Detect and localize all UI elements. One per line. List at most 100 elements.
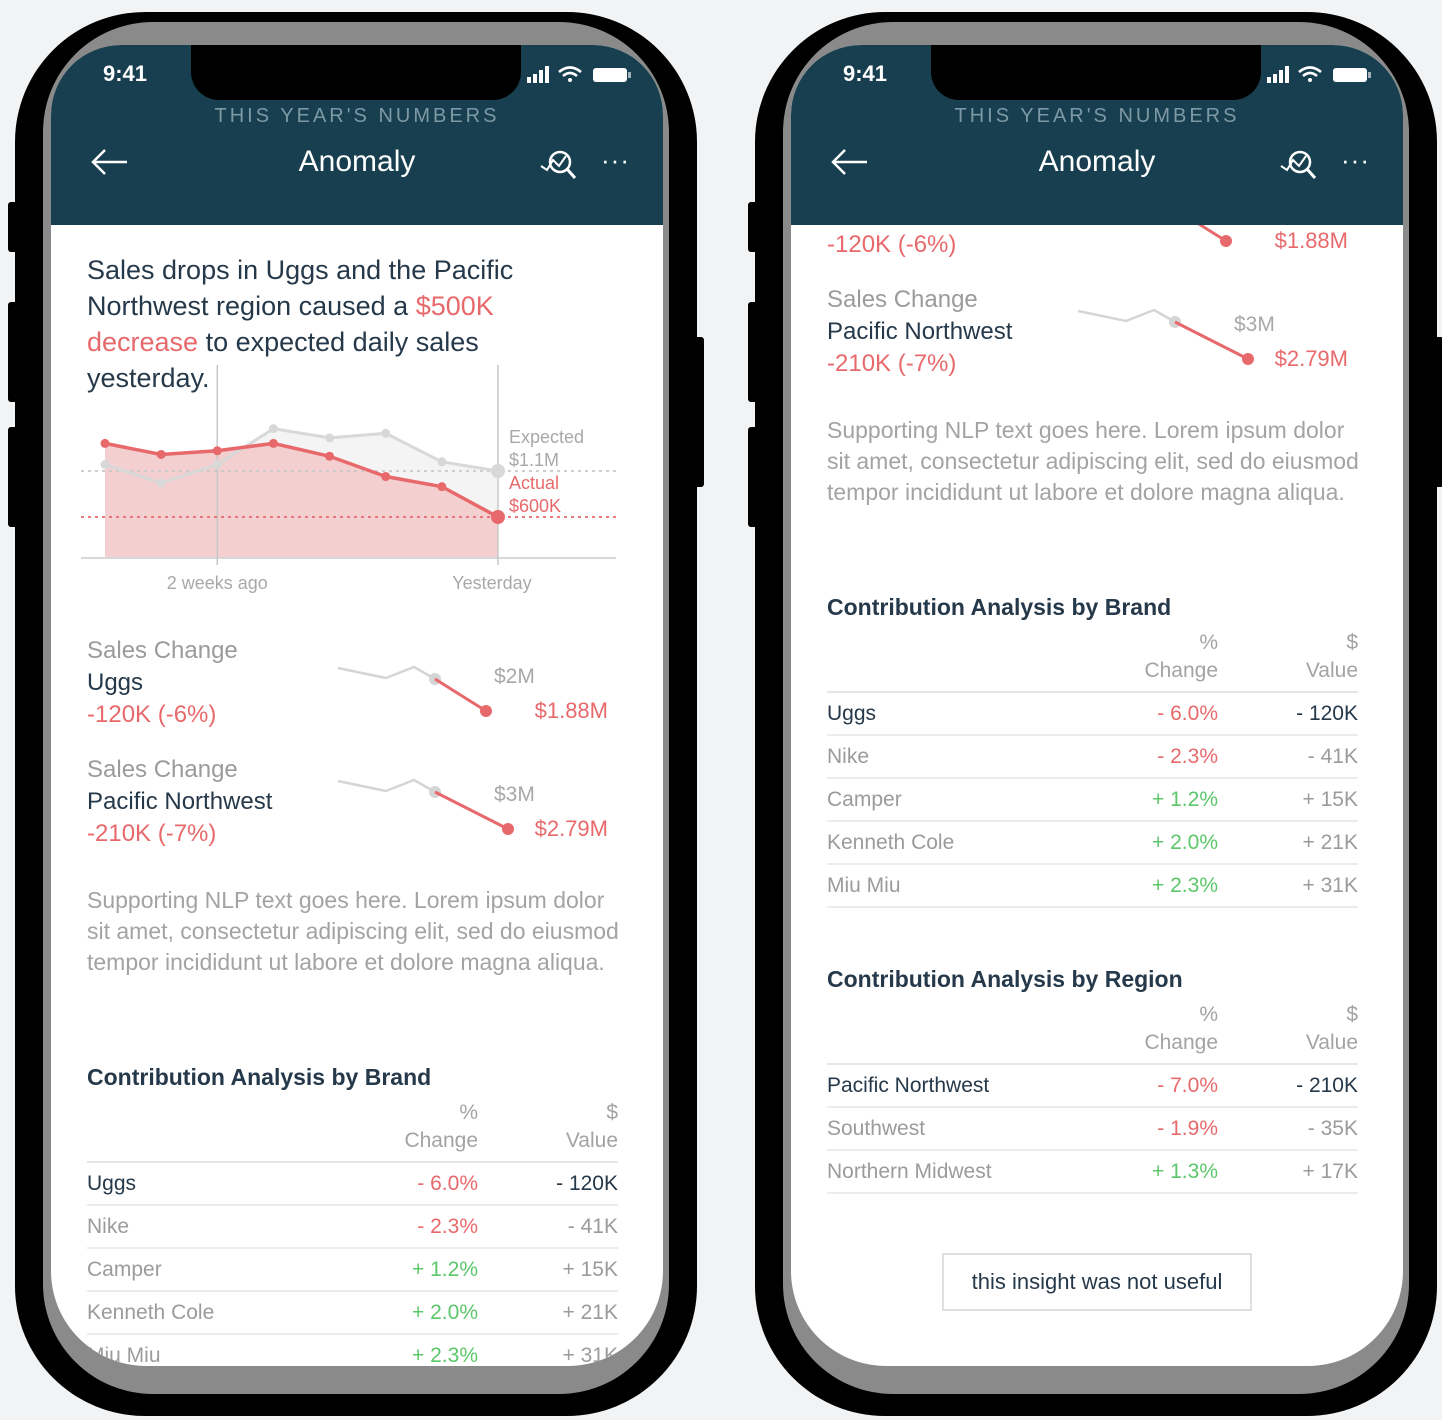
sparkline-actual bbox=[434, 677, 487, 713]
cell-change: + 2.3% bbox=[1152, 874, 1218, 897]
nlp-text: Supporting NLP text goes here. Lorem ips… bbox=[827, 417, 1359, 505]
column-header: Value bbox=[565, 1129, 618, 1152]
cell-change: - 7.0% bbox=[1157, 1074, 1218, 1097]
sparkline-expected bbox=[337, 778, 436, 794]
cell-change: - 6.0% bbox=[1157, 702, 1218, 725]
cell-name: Southwest bbox=[827, 1117, 926, 1140]
table-row: Northern Midwest + 1.3% + 17K bbox=[827, 1151, 1358, 1194]
cell-value: - 120K bbox=[1296, 702, 1358, 725]
nlp-text: Supporting NLP text goes here. Lorem ips… bbox=[87, 887, 619, 975]
actual-point bbox=[325, 451, 335, 461]
cell-value: + 15K bbox=[562, 1258, 618, 1281]
change-label: Sales Change bbox=[827, 286, 978, 313]
sparkline-point bbox=[480, 705, 492, 717]
sales-change-region: Sales Change Pacific Northwest -210K (-7… bbox=[87, 754, 272, 850]
column-header: Change bbox=[1144, 659, 1218, 682]
sparkline-uggs: $2M $1.88M bbox=[337, 665, 608, 723]
table-row: Nike - 2.3% - 41K bbox=[87, 1206, 618, 1249]
cell-name: Northern Midwest bbox=[827, 1160, 992, 1183]
cell-change: + 1.2% bbox=[1152, 788, 1218, 811]
screen: 9:41 THIS YEAR'S NUMBERS Anomaly ··· -12… bbox=[791, 45, 1403, 1366]
scroll-content[interactable]: Sales drops in Uggs and the Pacific Nort… bbox=[51, 225, 663, 1366]
cell-change: + 2.0% bbox=[1152, 831, 1218, 854]
app-header: 9:41 THIS YEAR'S NUMBERS Anomaly ··· bbox=[791, 45, 1403, 225]
column-header: Value bbox=[1305, 1031, 1358, 1054]
table-row: Camper + 1.2% + 15K bbox=[827, 779, 1358, 822]
side-button bbox=[8, 302, 18, 402]
cell-change: - 1.9% bbox=[1157, 1117, 1218, 1140]
sales-change-uggs: -120K (-6%) bbox=[827, 229, 956, 261]
cell-name: Miu Miu bbox=[87, 1344, 161, 1366]
notch bbox=[191, 45, 521, 100]
column-header: % bbox=[1199, 631, 1218, 654]
actual-point bbox=[100, 438, 110, 448]
more-button[interactable]: ··· bbox=[1341, 145, 1370, 175]
battery-icon bbox=[1333, 68, 1371, 82]
more-button[interactable]: ··· bbox=[601, 145, 630, 175]
table-row: Pacific Northwest - 7.0% - 210K bbox=[827, 1065, 1358, 1108]
arrow-left-icon[interactable] bbox=[89, 147, 129, 177]
cell-value: - 120K bbox=[556, 1172, 618, 1195]
sparkline-expected bbox=[1077, 308, 1176, 324]
sales-change-uggs: Sales Change Uggs -120K (-6%) bbox=[87, 635, 238, 731]
cell-name: Miu Miu bbox=[827, 874, 901, 897]
actual-point bbox=[212, 446, 222, 456]
table-row: Miu Miu + 2.3% + 31K bbox=[87, 1335, 618, 1366]
expected-point bbox=[325, 433, 335, 443]
change-delta: -120K (-6%) bbox=[827, 231, 957, 258]
change-delta: -210K (-7%) bbox=[827, 350, 957, 377]
region-table: % Change $ Value Pacific Northwest - 7.0%… bbox=[827, 1001, 1358, 1194]
notch bbox=[931, 45, 1261, 100]
headline-text: Sales drops in Uggs and the Pacific Nort… bbox=[87, 255, 514, 321]
status-time: 9:41 bbox=[843, 61, 888, 86]
cell-value: + 31K bbox=[1302, 874, 1358, 897]
column-header: % bbox=[459, 1101, 478, 1124]
phone-mockup-2: 9:41 THIS YEAR'S NUMBERS Anomaly ··· -12… bbox=[748, 12, 1442, 1416]
sparkline-actual-value: $2.79M bbox=[535, 816, 608, 841]
table-row: Camper + 1.2% + 15K bbox=[87, 1249, 618, 1292]
actual-point bbox=[156, 449, 166, 459]
column-header: Value bbox=[1305, 659, 1358, 682]
expected-point bbox=[490, 464, 505, 478]
expected-line bbox=[104, 427, 499, 485]
wifi-icon bbox=[558, 66, 582, 82]
sparkline-expected-value: $2M bbox=[494, 665, 535, 688]
cell-value: + 17K bbox=[1302, 1160, 1358, 1183]
cell-value: - 210K bbox=[1296, 1074, 1358, 1097]
status-icons bbox=[1267, 66, 1371, 83]
change-name: Uggs bbox=[87, 669, 144, 696]
app-header: 9:41 THIS YEAR'S NUMBERS Anomaly ··· bbox=[51, 45, 663, 225]
expected-point bbox=[381, 428, 391, 438]
not-useful-button[interactable]: this insight was not useful bbox=[942, 1253, 1252, 1311]
cell-name: Camper bbox=[827, 788, 902, 811]
table-row: Miu Miu + 2.3% + 31K bbox=[827, 865, 1358, 908]
table-row: Nike - 2.3% - 41K bbox=[827, 736, 1358, 779]
sparkline-actual bbox=[1174, 320, 1249, 361]
cell-name: Kenneth Cole bbox=[827, 831, 955, 854]
sparkline-actual-value: $1.88M bbox=[1275, 228, 1348, 253]
wifi-icon bbox=[1298, 66, 1322, 82]
arrow-left-icon[interactable] bbox=[829, 147, 869, 177]
cell-name: Kenneth Cole bbox=[87, 1301, 215, 1324]
cell-name: Uggs bbox=[827, 702, 877, 725]
insight-search-icon[interactable] bbox=[1279, 148, 1319, 182]
screen: 9:41 THIS YEAR'S NUMBERS Anomaly ··· Sal… bbox=[51, 45, 663, 1366]
expected-point bbox=[212, 460, 222, 470]
table-header: % Change $ Value bbox=[827, 1001, 1358, 1065]
cell-change: - 6.0% bbox=[417, 1172, 478, 1195]
scroll-content[interactable]: -120K (-6%) $1.88M Sales Change Pacific … bbox=[791, 45, 1403, 1315]
column-header: Change bbox=[1144, 1031, 1218, 1054]
table-header: % Change $ Value bbox=[827, 629, 1358, 693]
brand-table-title: Contribution Analysis by Brand bbox=[87, 1064, 432, 1090]
side-button bbox=[748, 427, 758, 527]
cell-name: Uggs bbox=[87, 1172, 137, 1195]
actual-point bbox=[268, 438, 278, 448]
change-name: Pacific Northwest bbox=[827, 318, 1013, 345]
table-body: Pacific Northwest - 7.0% - 210K Southwest - … bbox=[827, 1065, 1358, 1194]
status-time: 9:41 bbox=[103, 61, 148, 86]
insight-search-icon[interactable] bbox=[539, 148, 579, 182]
sparkline-actual-value: $1.88M bbox=[535, 698, 608, 723]
change-label: Sales Change bbox=[87, 756, 238, 783]
anomaly-chart: 2 weeks ago Yesterday Expected $1.1M Actua… bbox=[81, 365, 616, 593]
table-body: Uggs - 6.0% - 120K Nike - 2.3% - 41K Camper + 1… bbox=[87, 1163, 618, 1366]
